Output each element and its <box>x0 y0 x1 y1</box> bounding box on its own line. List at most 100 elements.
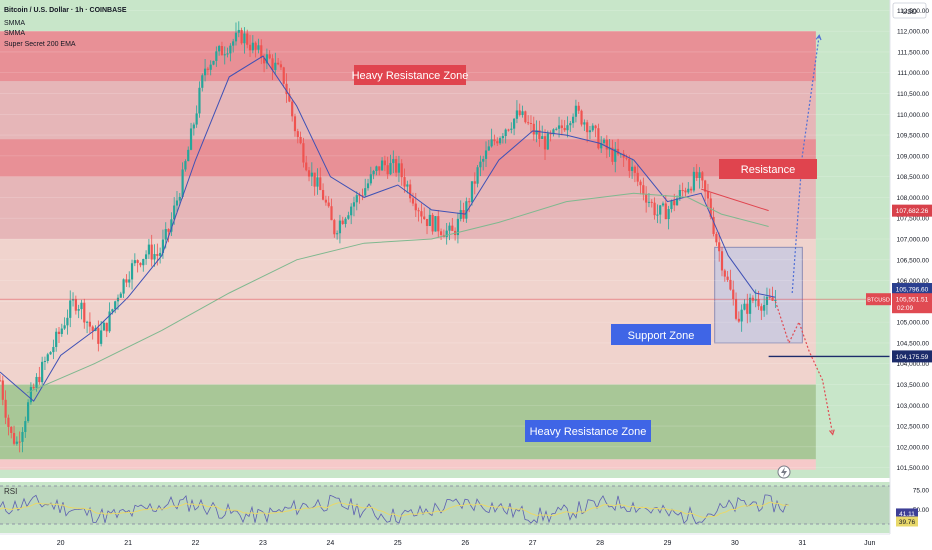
candle-body <box>681 190 684 192</box>
candle-body <box>661 203 665 206</box>
flash-icon[interactable] <box>777 465 791 479</box>
price-axis-layer: 112,500.00 112,000.00 111,500.00 111,000.00… <box>866 8 932 472</box>
bearish-path[interactable] <box>774 301 834 435</box>
time-axis-layer: 20 21 22 23 24 25 26 27 28 29 30 31 Jun <box>57 540 876 547</box>
candle-body <box>740 309 743 322</box>
rsi-label: RSI <box>4 487 17 496</box>
support-zone-label[interactable]: Support Zone <box>611 324 711 345</box>
resistance-label[interactable]: Resistance <box>719 159 817 179</box>
candle-body <box>139 262 142 266</box>
candle-body <box>664 203 667 220</box>
heavy-resistance-bottom-label-box <box>525 420 651 442</box>
heavy-resistance-top-label[interactable]: Heavy Resistance Zone <box>352 65 469 85</box>
candle-body <box>583 122 586 125</box>
candle-body <box>378 166 381 171</box>
candle-body <box>754 298 757 301</box>
candle-body <box>392 159 395 164</box>
candle-body <box>209 64 212 70</box>
candle-body <box>704 180 707 192</box>
candle-body <box>237 29 240 33</box>
time-tick-label: Jun <box>864 540 875 547</box>
candle-body <box>732 289 735 300</box>
candle-body <box>161 239 165 253</box>
red-ma-line <box>701 188 769 212</box>
candle-body <box>0 380 2 382</box>
candle-body <box>594 125 597 129</box>
candle-body <box>386 165 389 175</box>
candle-body <box>411 198 415 204</box>
candle-body <box>555 128 558 130</box>
candle-body <box>616 148 620 155</box>
candle-body <box>234 32 238 42</box>
candle-body <box>498 138 502 144</box>
candle-body <box>80 302 83 310</box>
candle-body <box>77 309 80 311</box>
heavy-resistance-top-label-text: Heavy Resistance Zone <box>352 70 469 82</box>
candle-body <box>352 202 356 207</box>
resistance-label-text: Resistance <box>741 164 795 176</box>
candle-body <box>720 251 724 271</box>
heavy-resistance-bottom-label[interactable]: Heavy Resistance Zone <box>525 420 651 442</box>
indicator-ema-200[interactable]: Super Secret 200 EMA <box>4 41 76 48</box>
candle-body <box>639 181 642 186</box>
candle-body <box>535 130 538 135</box>
candle-body <box>395 159 398 173</box>
candle-body <box>198 87 201 114</box>
candle-body <box>746 303 749 314</box>
currency-label-box[interactable] <box>892 2 927 19</box>
support-zone-label-box <box>611 324 711 345</box>
candle-body <box>496 141 499 144</box>
candle-body <box>274 62 277 70</box>
candle-body <box>689 188 693 191</box>
heavy-resistance-bottom-label-text: Heavy Resistance Zone <box>530 426 647 438</box>
bearish-path-arrowhead <box>829 429 835 436</box>
indicator-smma-2[interactable]: SMMA <box>4 30 25 37</box>
candle-body <box>602 139 606 144</box>
symbol-title[interactable]: Bitcoin / U.S. Dollar · 1h · COINBASE <box>4 7 127 14</box>
candle-body <box>538 130 541 139</box>
time-tick-label: 23 <box>259 540 267 547</box>
candle-body <box>24 421 27 432</box>
candle-body <box>383 160 386 166</box>
candle-body <box>518 110 521 115</box>
price-tick-label: 101,500.00 <box>896 465 929 472</box>
price-tick-label: 105,000.00 <box>896 320 929 327</box>
candle-body <box>229 45 232 54</box>
candle-body <box>7 417 10 427</box>
candle-body <box>15 441 18 444</box>
lines-layer <box>0 55 890 402</box>
zone-resistance-band <box>0 139 816 177</box>
candle-body <box>220 46 224 56</box>
candle-body <box>336 233 339 235</box>
candle-body <box>240 29 243 44</box>
candle-body <box>88 321 91 327</box>
candle-body <box>251 42 254 51</box>
candle-body <box>774 299 777 301</box>
candle-body <box>125 279 128 283</box>
candle-body <box>192 124 195 129</box>
candle-body <box>695 171 698 178</box>
candle-body <box>116 297 120 302</box>
candle-body <box>527 122 530 124</box>
candle-body <box>52 346 55 353</box>
zones-layer <box>0 31 816 470</box>
smma-line <box>0 55 776 402</box>
time-tick-label: 24 <box>326 540 334 547</box>
time-tick-label: 25 <box>394 540 402 547</box>
candle-body <box>723 270 726 277</box>
candle-body <box>650 201 653 203</box>
price-axis-background <box>890 0 932 536</box>
candle-body <box>321 189 325 200</box>
candle-body <box>178 196 181 201</box>
candle-body <box>684 190 687 193</box>
rsi-value-badge <box>896 516 918 527</box>
candle-body <box>712 216 715 234</box>
candle-body <box>524 111 527 123</box>
candle-body <box>243 33 246 44</box>
bullish-path[interactable] <box>791 35 820 294</box>
heavy-resistance-top-label-box <box>354 65 466 85</box>
indicator-smma-1[interactable]: SMMA <box>4 20 25 27</box>
candle-body <box>324 199 327 203</box>
support-zone-label-text: Support Zone <box>628 330 695 342</box>
